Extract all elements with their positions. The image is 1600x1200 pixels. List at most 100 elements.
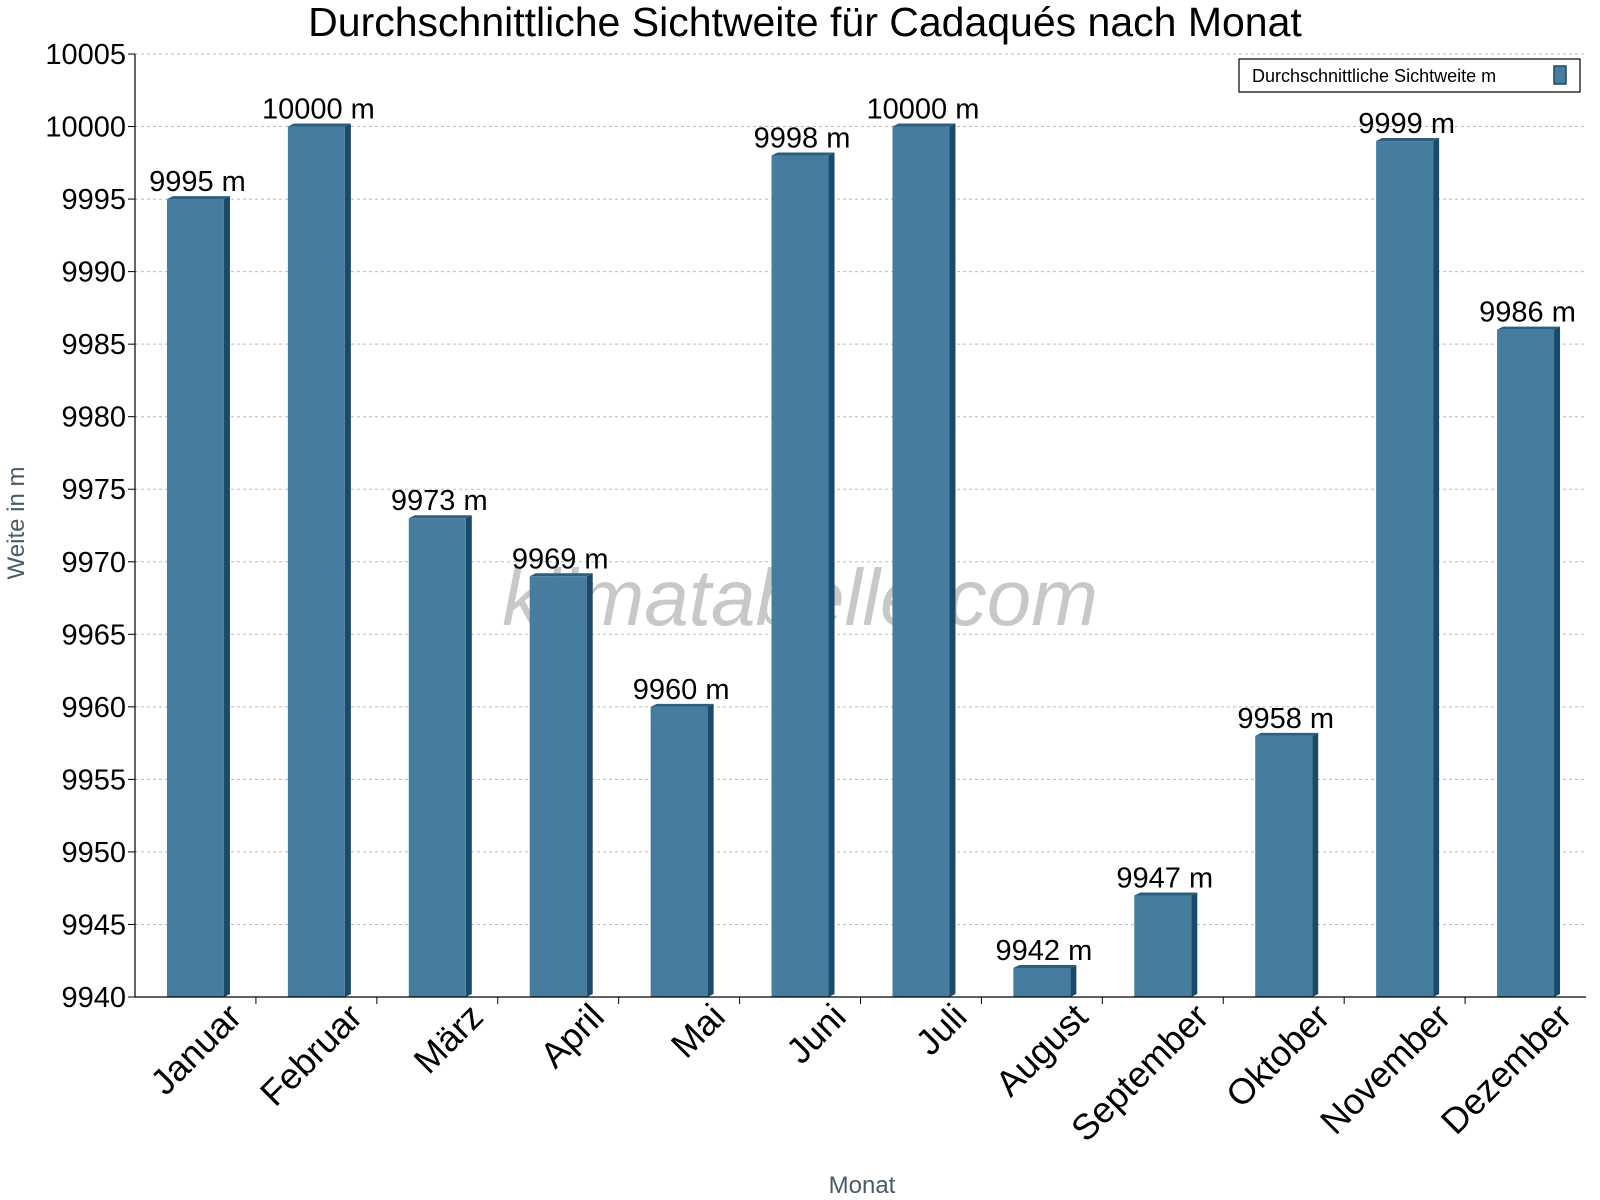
y-axis-label: Weite in m — [3, 467, 30, 580]
bar-oktober — [1255, 732, 1319, 997]
bar-top — [771, 152, 835, 156]
x-tick-label: April — [532, 996, 612, 1076]
bar-side — [1433, 138, 1440, 998]
bar-front — [771, 155, 829, 998]
bar-top — [408, 515, 472, 519]
axes — [128, 53, 1586, 1004]
x-tick-label: Juni — [778, 996, 854, 1072]
data-label: 9942 m — [996, 935, 1093, 967]
data-label: 9960 m — [633, 674, 730, 706]
y-tick-labels: 9940 9945 9950 9955 9960 9965 9970 9975 9980 9985… — [45, 39, 126, 1014]
bar-front — [408, 518, 466, 997]
y-tick-label: 9985 — [61, 329, 126, 361]
bar-januar — [166, 196, 230, 998]
bar-side — [949, 123, 956, 998]
bar-dezember — [1497, 326, 1561, 998]
x-tick-label: November — [1312, 996, 1458, 1142]
data-label: 9947 m — [1116, 862, 1213, 894]
y-tick-label: 9990 — [61, 257, 126, 289]
legend-swatch — [1553, 65, 1567, 85]
data-labels: 9995 m 10000 m 9973 m 9969 m 9960 m 9998 m 100… — [149, 94, 1576, 967]
bar-side — [1554, 326, 1561, 998]
bar-top — [1497, 326, 1561, 330]
y-tick-label: 9940 — [61, 982, 126, 1014]
bar-front — [650, 706, 708, 997]
data-label: 10000 m — [262, 94, 375, 126]
bar-side — [223, 196, 230, 998]
y-tick-label: 9980 — [61, 402, 126, 434]
x-tick-label: Mai — [663, 996, 733, 1066]
bar-februar — [287, 123, 351, 998]
x-tick-labels: Januar Februar März April Mai Juni Juli AugustS… — [142, 996, 1579, 1150]
legend-label: Durchschnittliche Sichtweite m — [1252, 66, 1496, 86]
y-tick-label: 9975 — [61, 474, 126, 506]
x-axis-label: Monat — [829, 1172, 896, 1199]
grid-lines — [135, 53, 1586, 925]
bar-november — [1376, 138, 1440, 998]
bar-front — [166, 199, 224, 998]
bar-top — [892, 123, 956, 127]
data-label: 9995 m — [149, 166, 246, 198]
x-tick-label: August — [987, 996, 1095, 1104]
bar-april — [529, 573, 593, 997]
y-tick-label: 10000 — [45, 112, 126, 144]
bar-side — [1070, 964, 1077, 997]
y-tick-label: 9995 — [61, 184, 126, 216]
bar-juni — [771, 152, 835, 998]
legend-box — [1238, 58, 1581, 93]
bar-side — [586, 573, 593, 997]
bar-top — [529, 573, 593, 577]
bar-front — [1255, 735, 1313, 997]
bar-mai — [650, 703, 714, 997]
bar-front — [1497, 329, 1555, 998]
x-tick-label: Dezember — [1433, 996, 1579, 1142]
bar-top — [1134, 892, 1198, 896]
y-tick-label: 9960 — [61, 692, 126, 724]
y-tick-label: 9955 — [61, 764, 126, 796]
x-tick-label: Januar — [142, 996, 249, 1103]
data-label: 9973 m — [391, 485, 488, 517]
bar-front — [529, 576, 587, 997]
bar-top — [1376, 138, 1440, 142]
bar-side — [1191, 892, 1198, 997]
bar-top — [287, 123, 351, 127]
x-tick-label: Juli — [907, 996, 974, 1063]
data-label: 9958 m — [1237, 703, 1334, 735]
bar-front — [1376, 141, 1434, 998]
y-tick-label: 9945 — [61, 909, 126, 941]
bar-side — [828, 152, 835, 998]
y-tick-label: 10005 — [45, 39, 126, 71]
y-tick-label: 9970 — [61, 547, 126, 579]
x-tick-label: März — [405, 996, 491, 1082]
bar-märz — [408, 515, 472, 997]
bar-top — [166, 196, 230, 200]
data-label: 9969 m — [512, 543, 609, 575]
data-label: 9998 m — [754, 123, 851, 155]
data-label: 9999 m — [1358, 108, 1455, 140]
bar-side — [707, 703, 714, 997]
data-label: 9986 m — [1479, 297, 1576, 329]
x-tick-label: Februar — [252, 996, 370, 1114]
bars — [166, 123, 1561, 998]
bar-side — [1312, 732, 1319, 997]
bar-front — [1134, 895, 1192, 997]
legend: Durchschnittliche Sichtweite m — [1238, 58, 1581, 93]
bar-side — [344, 123, 351, 998]
bar-september — [1134, 892, 1198, 997]
x-tick-label: Oktober — [1218, 996, 1338, 1116]
bar-top — [650, 703, 714, 707]
bar-front — [287, 126, 345, 998]
bar-top — [1255, 732, 1319, 736]
bar-top — [1013, 964, 1077, 968]
bar-front — [892, 126, 950, 998]
bar-side — [465, 515, 472, 997]
bar-juli — [892, 123, 956, 998]
chart-title: Durchschnittliche Sichtweite für Cadaqué… — [308, 0, 1302, 45]
bar-front — [1013, 967, 1071, 997]
data-label: 10000 m — [867, 94, 980, 126]
bar-august — [1013, 964, 1077, 997]
y-tick-label: 9950 — [61, 837, 126, 869]
y-tick-label: 9965 — [61, 619, 126, 651]
